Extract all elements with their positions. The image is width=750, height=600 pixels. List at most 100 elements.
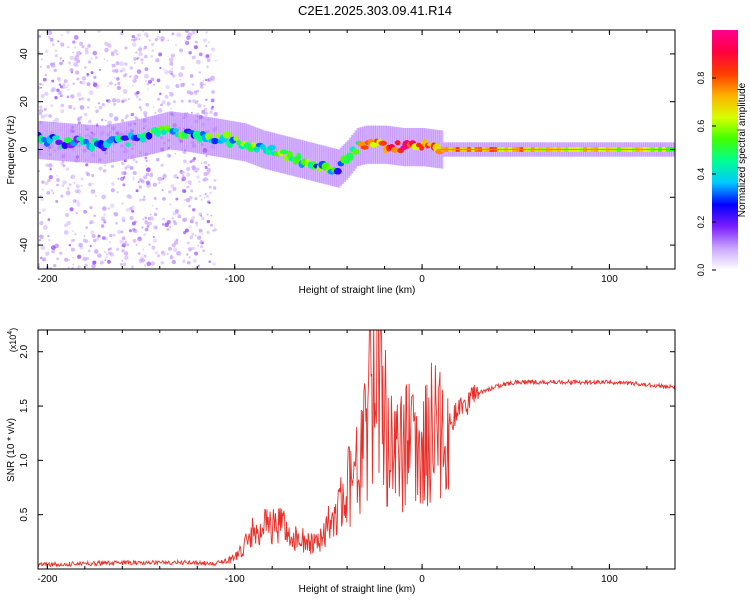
- noise-speckle: [195, 221, 198, 225]
- noise-speckle: [61, 84, 66, 90]
- noise-speckle: [133, 62, 136, 64]
- noise-speckle: [206, 65, 209, 68]
- noise-speckle: [121, 202, 124, 205]
- noise-speckle: [182, 189, 187, 193]
- noise-speckle: [159, 92, 162, 96]
- noise-speckle: [166, 228, 169, 231]
- noise-speckle: [124, 116, 127, 120]
- noise-speckle: [69, 55, 74, 61]
- noise-speckle: [209, 53, 212, 56]
- noise-speckle: [123, 98, 128, 102]
- noise-speckle: [89, 205, 93, 210]
- noise-speckle: [87, 44, 91, 48]
- noise-speckle: [150, 77, 155, 82]
- track-halo: [423, 128, 427, 167]
- noise-speckle: [203, 111, 209, 116]
- noise-speckle: [191, 55, 196, 60]
- noise-speckle: [188, 51, 192, 55]
- noise-speckle: [196, 59, 201, 65]
- noise-speckle: [46, 65, 50, 69]
- noise-speckle: [160, 38, 164, 42]
- noise-speckle: [77, 265, 81, 269]
- noise-speckle: [60, 42, 65, 47]
- noise-speckle: [116, 52, 119, 56]
- noise-speckle: [173, 240, 179, 245]
- noise-speckle: [49, 168, 52, 171]
- noise-speckle: [121, 259, 124, 262]
- noise-speckle: [151, 245, 156, 250]
- noise-speckle: [38, 239, 42, 242]
- noise-speckle: [76, 202, 81, 207]
- noise-speckle: [103, 58, 106, 61]
- noise-speckle: [104, 237, 108, 241]
- track-blob: [55, 139, 63, 146]
- noise-speckle: [187, 247, 193, 252]
- noise-speckle: [200, 216, 205, 221]
- noise-speckle: [132, 178, 135, 181]
- noise-speckle: [72, 263, 75, 266]
- noise-speckle: [128, 97, 131, 101]
- track-blob: [369, 141, 378, 148]
- noise-speckle: [156, 78, 161, 83]
- noise-speckle: [99, 260, 104, 265]
- noise-speckle: [162, 217, 165, 221]
- noise-speckle: [185, 40, 190, 46]
- noise-speckle: [97, 102, 100, 105]
- noise-speckle: [97, 253, 102, 258]
- noise-speckle: [69, 207, 74, 212]
- noise-speckle: [133, 74, 139, 80]
- noise-speckle: [76, 254, 82, 259]
- noise-speckle: [59, 251, 63, 255]
- noise-speckle: [184, 39, 187, 42]
- noise-speckle: [146, 224, 150, 228]
- noise-speckle: [58, 83, 62, 86]
- noise-speckle: [181, 176, 187, 181]
- noise-speckle: [83, 65, 87, 69]
- noise-speckle: [51, 246, 54, 248]
- noise-speckle: [38, 86, 41, 90]
- noise-speckle: [173, 100, 176, 104]
- noise-speckle: [160, 250, 165, 254]
- noise-speckle: [60, 103, 65, 108]
- noise-speckle: [144, 114, 148, 118]
- noise-speckle: [59, 56, 62, 60]
- noise-speckle: [120, 119, 125, 123]
- noise-speckle: [120, 230, 124, 234]
- noise-speckle: [138, 47, 143, 52]
- track-halo: [122, 122, 125, 161]
- noise-speckle: [136, 57, 139, 60]
- track-blob: [196, 134, 203, 143]
- noise-speckle: [47, 218, 51, 221]
- noise-speckle: [93, 238, 97, 243]
- noise-speckle: [104, 257, 107, 260]
- noise-speckle: [122, 262, 127, 267]
- noise-speckle: [143, 195, 146, 198]
- noise-speckle: [197, 103, 202, 108]
- noise-speckle: [122, 89, 128, 94]
- noise-speckle: [68, 61, 72, 65]
- noise-speckle: [168, 69, 173, 75]
- noise-speckle: [44, 113, 48, 118]
- snr-panel: -200 -100 0 100 0.5 1.0 1.5 2.0 Height of stra…: [6, 328, 676, 595]
- noise-speckle: [189, 183, 192, 186]
- noise-speckle: [88, 182, 92, 187]
- y-tick-label: 0.5: [19, 507, 30, 521]
- noise-speckle: [200, 198, 203, 201]
- track-halo: [77, 123, 80, 163]
- noise-speckle: [39, 194, 42, 198]
- noise-speckle: [199, 85, 204, 89]
- noise-speckle: [135, 189, 139, 193]
- noise-speckle: [193, 45, 198, 50]
- noise-speckle: [143, 175, 148, 180]
- noise-speckle: [56, 183, 59, 187]
- noise-speckle: [90, 230, 95, 235]
- noise-speckle: [101, 194, 107, 200]
- noise-speckle: [73, 181, 76, 184]
- noise-speckle: [94, 106, 97, 109]
- noise-speckle: [205, 44, 208, 47]
- noise-speckle: [192, 208, 196, 212]
- noise-speckle: [197, 235, 202, 240]
- noise-speckle: [144, 216, 148, 220]
- noise-speckle: [104, 259, 107, 261]
- noise-speckle: [166, 101, 171, 106]
